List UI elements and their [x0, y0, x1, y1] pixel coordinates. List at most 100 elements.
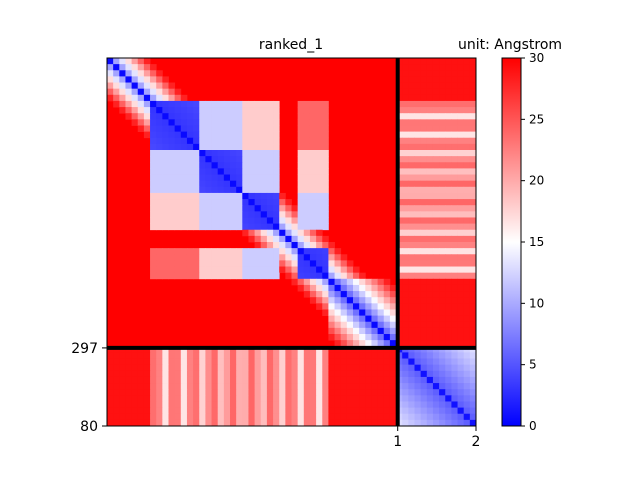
heatmap-cell — [180, 260, 188, 267]
heatmap-cell — [457, 199, 465, 206]
heatmap-cell — [426, 186, 434, 194]
heatmap-cell — [445, 266, 452, 274]
heatmap-cell — [309, 217, 317, 224]
heatmap-cell — [457, 321, 465, 329]
heatmap-cell — [463, 217, 471, 224]
heatmap-cell — [309, 260, 317, 267]
heatmap-cell — [346, 303, 354, 310]
heatmap-cell — [463, 58, 471, 65]
heatmap-cell — [334, 315, 342, 323]
heatmap-cell — [457, 100, 465, 108]
heatmap-cell — [297, 192, 305, 200]
heatmap-cell — [445, 88, 452, 96]
heatmap-cell — [303, 107, 311, 114]
heatmap-cell — [463, 107, 471, 114]
heatmap-cell — [297, 254, 305, 261]
heatmap-cell — [254, 407, 262, 415]
heatmap-cell — [230, 156, 237, 163]
heatmap-cell — [125, 395, 132, 402]
heatmap-cell — [340, 303, 348, 310]
heatmap-cell — [346, 358, 354, 366]
heatmap-cell — [445, 309, 452, 316]
heatmap-cell — [340, 266, 348, 274]
heatmap-cell — [426, 297, 434, 304]
heatmap-cell — [408, 407, 415, 415]
heatmap-cell — [193, 174, 200, 182]
heatmap-cell — [273, 205, 280, 212]
heatmap-cell — [168, 186, 176, 194]
heatmap-cell — [174, 272, 182, 280]
heatmap-cell — [113, 395, 120, 402]
heatmap-cell — [297, 383, 305, 390]
heatmap-cell — [414, 131, 422, 139]
heatmap-cell — [420, 358, 428, 366]
heatmap-cell — [186, 168, 194, 175]
heatmap-cell — [193, 125, 200, 132]
heatmap-cell — [328, 309, 335, 316]
heatmap-cell — [334, 376, 342, 384]
heatmap-cell — [150, 364, 157, 372]
heatmap-cell — [316, 217, 323, 224]
heatmap-cell — [217, 413, 225, 421]
heatmap-cell — [150, 113, 157, 120]
heatmap-cell — [402, 266, 409, 274]
heatmap-cell — [402, 58, 409, 65]
heatmap-cell — [420, 119, 428, 126]
heatmap-cell — [273, 364, 280, 372]
heatmap-cell — [297, 180, 305, 188]
heatmap-cell — [408, 334, 415, 341]
heatmap-cell — [414, 125, 422, 132]
heatmap-cell — [230, 199, 237, 206]
heatmap-cell — [451, 242, 458, 249]
heatmap-cell — [408, 297, 415, 304]
heatmap-cell — [143, 100, 151, 108]
heatmap-cell — [131, 413, 139, 421]
heatmap-cell — [426, 413, 434, 421]
heatmap-cell — [168, 199, 176, 206]
heatmap-cell — [322, 291, 329, 298]
heatmap-cell — [168, 150, 176, 157]
heatmap-cell — [359, 297, 366, 304]
heatmap-cell — [439, 137, 446, 145]
heatmap-cell — [346, 272, 354, 280]
heatmap-cell — [469, 315, 477, 323]
heatmap-cell — [205, 180, 212, 188]
heatmap-cell — [143, 76, 151, 83]
heatmap-cell — [236, 254, 243, 261]
heatmap-cell — [451, 315, 458, 323]
heatmap-cell — [346, 395, 354, 402]
heatmap-cell — [316, 383, 323, 390]
heatmap-cell — [426, 137, 434, 145]
heatmap-cell — [334, 248, 342, 255]
heatmap-cell — [150, 82, 157, 90]
heatmap-cell — [432, 235, 440, 243]
heatmap-cell — [420, 407, 428, 415]
heatmap-cell — [174, 186, 182, 194]
heatmap-cell — [193, 143, 200, 151]
heatmap-cell — [162, 419, 169, 427]
heatmap-cell — [236, 217, 243, 224]
heatmap-cell — [223, 248, 231, 255]
heatmap-cell — [402, 229, 409, 237]
heatmap-cell — [150, 162, 157, 169]
heatmap-cell — [223, 125, 231, 132]
heatmap-cell — [420, 315, 428, 323]
heatmap-cell — [174, 199, 182, 206]
heatmap-cell — [199, 125, 206, 132]
heatmap-cell — [346, 260, 354, 267]
heatmap-cell — [291, 272, 299, 280]
heatmap-cell — [199, 401, 206, 408]
heatmap-cell — [328, 297, 335, 304]
heatmap-cell — [445, 131, 452, 139]
heatmap-cell — [408, 352, 415, 359]
heatmap-cell — [242, 352, 249, 359]
heatmap-cell — [211, 419, 219, 427]
heatmap-cell — [353, 364, 360, 372]
heatmap-cell — [420, 340, 428, 347]
heatmap-cell — [291, 419, 299, 427]
heatmap-cell — [457, 88, 465, 96]
heatmap-cell — [230, 389, 237, 396]
heatmap-cell — [107, 407, 114, 415]
heatmap-cell — [254, 156, 262, 163]
heatmap-cell — [383, 352, 391, 359]
